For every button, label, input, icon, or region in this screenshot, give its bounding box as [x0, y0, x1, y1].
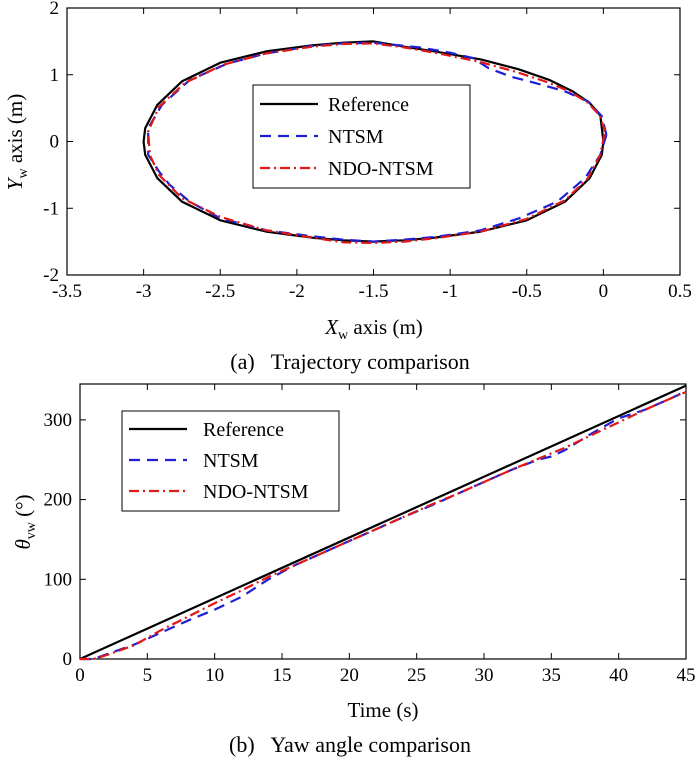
- chart-b-xtick-label: 0: [75, 665, 85, 686]
- chart-a-ytick-label: -1: [43, 198, 59, 219]
- chart-b-xtick-label: 15: [273, 665, 292, 686]
- x-axis-label-b: Time (s): [348, 698, 419, 722]
- chart-b-xtick-label: 45: [677, 665, 696, 686]
- legend-b-reference: Reference: [203, 419, 284, 441]
- legend-b: Reference NTSM NDO-NTSM: [121, 410, 340, 512]
- legend-a-reference: Reference: [328, 94, 409, 116]
- chart-a-xtick-label: -0.5: [512, 281, 542, 302]
- legend-a: Reference NTSM NDO-NTSM: [252, 84, 471, 189]
- y-axis-label-a: Yw axis (m): [3, 94, 31, 190]
- chart-a-xtick-label: -2.5: [205, 281, 235, 302]
- legend-b-ndo-ntsm: NDO-NTSM: [203, 481, 309, 503]
- chart-a-xtick-label: -1: [442, 281, 458, 302]
- x-axis-label-a: Xw axis (m): [324, 315, 423, 343]
- caption-a: (a) Trajectory comparison: [230, 349, 470, 374]
- chart-b-ytick-label: 200: [44, 490, 73, 511]
- chart-b-series-ndo-ntsm: [80, 390, 687, 661]
- chart-a-xtick-label: -3: [136, 281, 152, 302]
- chart-a-xtick-label: -3.5: [52, 281, 82, 302]
- legend-a-ntsm: NTSM: [328, 126, 384, 148]
- chart-b-xtick-label: 40: [609, 665, 628, 686]
- legend-a-ndo-ntsm: NDO-NTSM: [328, 158, 434, 180]
- chart-a-ytick-label: 0: [50, 132, 60, 153]
- chart-a-series-ntsm: [147, 41, 608, 243]
- chart-a-series-ndo-ntsm: [147, 42, 606, 245]
- legend-b-ntsm: NTSM: [203, 450, 259, 472]
- y-axis-label-b: θvw (°): [11, 494, 39, 549]
- chart-a-xtick-label: -1.5: [358, 281, 388, 302]
- trajectory-chart: -3.5 -3 -2.5 -2 -1.5 -1 -0.5 0 0.5 -2 -1 0 1 2 Xw axi…: [3, 0, 692, 374]
- chart-b-series-reference: [79, 384, 687, 661]
- yaw-angle-chart: 0 5 10 15 20 25 30 35 40 45 0 100 200 300 Time (s) θv…: [11, 383, 696, 757]
- chart-a-xtick-label: -2: [289, 281, 305, 302]
- chart-b-xtick-label: 25: [407, 665, 426, 686]
- chart-b-ytick-label: 0: [63, 649, 73, 670]
- chart-b-series-ntsm: [80, 390, 687, 661]
- chart-a-series-reference: [142, 40, 605, 243]
- chart-b-xtick-label: 5: [143, 665, 153, 686]
- chart-b-ytick-label: 100: [44, 569, 73, 590]
- chart-b-xtick-label: 30: [475, 665, 494, 686]
- caption-b: (b) Yaw angle comparison: [229, 732, 471, 757]
- chart-a-ytick-label: -2: [43, 265, 59, 286]
- chart-b-xtick-label: 35: [542, 665, 561, 686]
- chart-b-ytick-label: 300: [44, 410, 73, 431]
- chart-b-xtick-label: 10: [205, 665, 224, 686]
- chart-a-ytick-label: 1: [50, 65, 60, 86]
- chart-a-ytick-label: 2: [50, 0, 60, 19]
- chart-a-xtick-label: 0: [599, 281, 609, 302]
- chart-a-xtick-label: 0.5: [668, 281, 692, 302]
- chart-b-xtick-label: 20: [340, 665, 359, 686]
